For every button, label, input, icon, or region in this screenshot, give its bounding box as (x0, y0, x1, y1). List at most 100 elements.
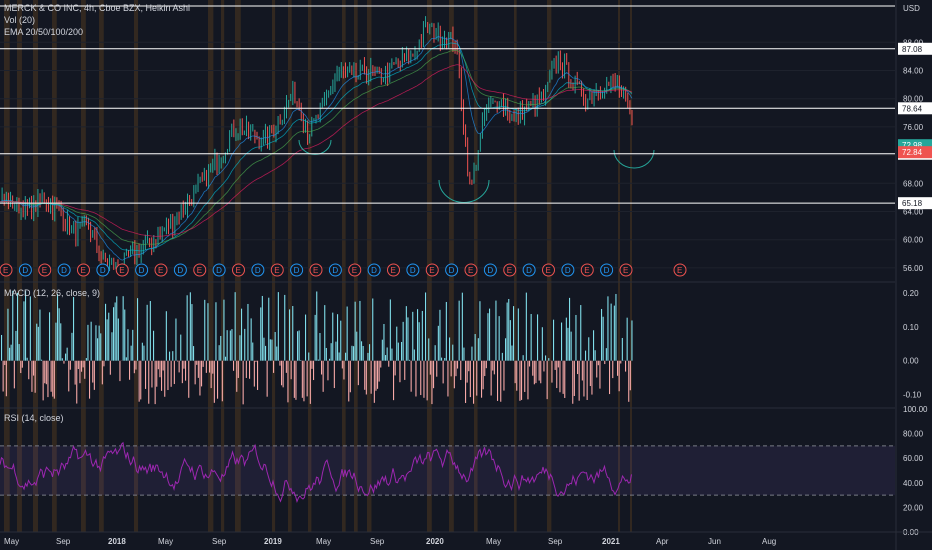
macd-bar (28, 360, 30, 380)
macd-bar (39, 309, 41, 361)
macd-bar (317, 359, 319, 361)
macd-bar (282, 360, 284, 388)
macd-bar (554, 360, 556, 370)
macd-bar (50, 360, 52, 392)
macd-bar (340, 320, 342, 361)
rsi-indicator-label[interactable]: RSI (14, close) (4, 413, 64, 423)
macd-bar (397, 342, 399, 361)
last-price-label: 72.84 (902, 148, 923, 157)
macd-bar (421, 310, 423, 361)
dividend-marker[interactable]: D (328, 263, 342, 277)
earnings-marker[interactable]: E (270, 263, 284, 277)
dividend-marker[interactable]: D (57, 263, 71, 277)
earnings-marker[interactable]: E (425, 263, 439, 277)
dividend-marker[interactable]: D (445, 263, 459, 277)
earnings-marker[interactable]: E (619, 263, 633, 277)
earnings-marker[interactable]: E (503, 263, 517, 277)
macd-bar (162, 360, 164, 371)
earnings-marker[interactable]: E (464, 263, 478, 277)
macd-bar (273, 360, 275, 373)
macd-bar (426, 360, 428, 401)
future-earnings-marker[interactable]: E (673, 263, 687, 277)
macd-tick-label: 0.20 (903, 289, 919, 298)
macd-bar (425, 292, 427, 361)
time-tick-label: Sep (548, 537, 563, 546)
dividend-marker[interactable]: D (483, 263, 497, 277)
macd-bar (577, 360, 579, 375)
macd-bar (125, 357, 127, 361)
highlight-band (52, 0, 57, 532)
macd-indicator-label[interactable]: MACD (12, 26, close, 9) (4, 288, 101, 298)
earnings-marker[interactable]: E (232, 263, 245, 277)
marker-letter: E (429, 266, 434, 275)
macd-bar (7, 308, 9, 361)
dividend-marker[interactable]: D (600, 263, 614, 277)
marker-circle (135, 263, 149, 277)
macd-bar (105, 303, 107, 361)
currency-label[interactable]: USD (903, 4, 920, 13)
macd-bar (428, 338, 430, 361)
dividend-marker[interactable]: D (212, 263, 226, 277)
dividend-marker[interactable]: D (251, 263, 265, 277)
macd-bar (132, 329, 134, 361)
volume-indicator-label[interactable]: Vol (20) (4, 15, 36, 25)
macd-bar (55, 322, 57, 361)
symbol-title[interactable]: MERCK & CO INC, 4h, Cboe BZX, Heikin Ash… (4, 3, 191, 13)
dividend-marker[interactable]: D (367, 263, 381, 277)
dividend-marker[interactable]: D (135, 263, 149, 277)
dividend-marker[interactable]: D (173, 263, 187, 277)
ema-indicator-label[interactable]: EMA 20/50/100/200 (4, 27, 84, 37)
earnings-marker[interactable]: E (387, 263, 400, 277)
earnings-marker[interactable]: E (580, 263, 594, 277)
macd-bar (237, 360, 239, 378)
macd-bar (471, 346, 473, 361)
marker-letter: E (158, 266, 163, 275)
dividend-marker[interactable]: D (561, 263, 575, 277)
marker-circle (600, 263, 614, 277)
macd-bar (69, 360, 71, 370)
macd-bar (239, 335, 241, 361)
macd-bar (393, 360, 395, 401)
price-tick-label: 64.00 (903, 208, 924, 217)
macd-tick-label: 0.10 (903, 323, 919, 332)
earnings-marker[interactable]: E (115, 263, 129, 277)
macd-bar (194, 360, 196, 385)
macd-bar (101, 360, 103, 385)
macd-bar (66, 347, 68, 361)
highlight-band (134, 0, 139, 532)
earnings-marker[interactable]: E (542, 263, 555, 277)
macd-bar (41, 359, 43, 361)
dividend-marker[interactable]: D (406, 263, 420, 277)
earnings-marker[interactable]: E (0, 263, 13, 277)
dividend-marker[interactable]: D (18, 263, 32, 277)
earnings-marker[interactable]: E (309, 263, 323, 277)
earnings-marker[interactable]: E (348, 263, 362, 277)
macd-bar (481, 360, 483, 398)
macd-bar (610, 303, 612, 361)
earnings-marker[interactable]: E (38, 263, 52, 277)
macd-bar (407, 317, 409, 361)
rsi-tick-label: 80.00 (903, 430, 924, 439)
macd-bar (225, 356, 227, 361)
macd-bar (597, 360, 599, 366)
time-axis[interactable]: May Sep 2018 May Sep 2019 May Sep 2020 May Sep 2021… (0, 531, 932, 546)
macd-bar (103, 360, 105, 367)
macd-bar (452, 344, 454, 361)
dividend-marker[interactable]: D (96, 263, 110, 277)
earnings-marker[interactable]: E (77, 263, 90, 277)
macd-bar (81, 360, 83, 372)
earnings-marker[interactable]: E (154, 263, 168, 277)
macd-bar (436, 360, 438, 377)
earnings-marker[interactable]: E (193, 263, 207, 277)
macd-bar (396, 326, 398, 361)
macd-bar (458, 300, 460, 361)
dividend-marker[interactable]: D (522, 263, 536, 277)
macd-bar (165, 311, 167, 361)
marker-letter: D (565, 266, 571, 275)
macd-bar (367, 352, 369, 361)
dividend-marker[interactable]: D (290, 263, 304, 277)
macd-bar (313, 360, 315, 381)
